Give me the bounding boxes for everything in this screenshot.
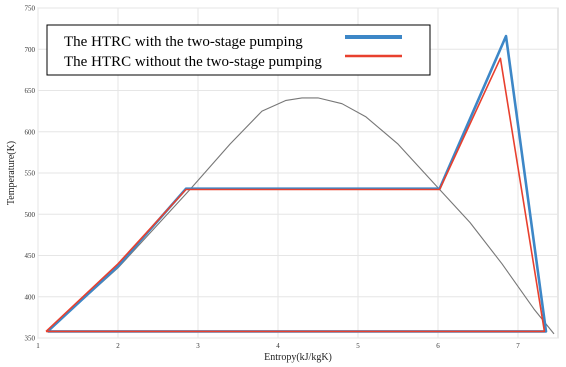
x-tick-label: 6 (436, 342, 440, 350)
y-tick-label: 750 (25, 5, 36, 13)
y-tick-label: 350 (25, 335, 36, 343)
legend-box (46, 24, 431, 76)
x-axis-title: Entropy(kJ/kgK) (264, 352, 332, 363)
x-tick-label: 3 (196, 342, 200, 350)
x-tick-label: 1 (36, 342, 40, 350)
series-layer (45, 34, 555, 335)
y-tick-label: 500 (25, 211, 36, 219)
y-tick-label: 550 (25, 170, 36, 178)
y-axis-title: Temperature(K) (6, 141, 17, 205)
y-tick-label: 700 (25, 46, 36, 54)
x-tick-label: 4 (276, 342, 280, 350)
y-tick-label: 600 (25, 128, 36, 136)
y-tick-label: 450 (25, 252, 36, 260)
saturation-dome-line (47, 97, 555, 335)
y-tick-labels: 350 400 450 500 550 600 650 700 750 (25, 5, 36, 343)
y-tick-label: 650 (25, 87, 36, 95)
legend-label-without-pumping: The HTRC without the two-stage pumping (64, 54, 322, 70)
x-tick-label: 7 (516, 342, 520, 350)
series-line-without-pumping (45, 57, 546, 333)
y-tick-label: 400 (25, 293, 36, 301)
x-tick-labels: 1 2 3 4 5 6 7 (36, 342, 520, 350)
legend: The HTRC with the two-stage pumping The … (46, 24, 431, 76)
x-tick-label: 5 (356, 342, 360, 350)
x-tick-label: 2 (116, 342, 120, 350)
legend-label-with-pumping: The HTRC with the two-stage pumping (64, 34, 303, 50)
